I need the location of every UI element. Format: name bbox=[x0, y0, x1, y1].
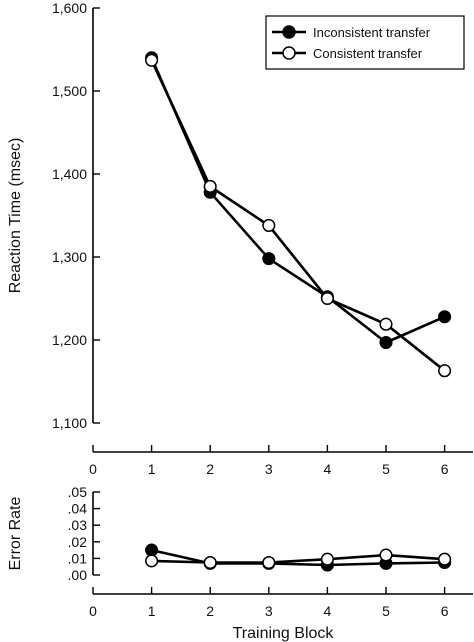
y-tick-label: .01 bbox=[68, 550, 88, 566]
x-tick-label: 3 bbox=[265, 603, 273, 619]
data-point-consistent bbox=[438, 552, 452, 566]
x-tick-label: 5 bbox=[382, 461, 390, 477]
data-point-consistent bbox=[438, 364, 452, 378]
x-tick-label: 0 bbox=[89, 461, 97, 477]
y-tick-label: 1,500 bbox=[52, 83, 87, 99]
data-point-consistent bbox=[262, 218, 276, 233]
data-point-inconsistent bbox=[379, 335, 393, 350]
y-tick-label: 1,200 bbox=[52, 332, 87, 348]
y-axis-label: Reaction Time (msec) bbox=[7, 138, 24, 294]
y-axis-label: Error Rate bbox=[7, 497, 24, 571]
data-point-consistent bbox=[203, 556, 217, 570]
x-tick-label: 4 bbox=[324, 461, 332, 477]
x-tick-label: 1 bbox=[148, 603, 156, 619]
x-tick-label: 6 bbox=[441, 461, 449, 477]
x-tick-label: 2 bbox=[206, 461, 214, 477]
x-axis-label: Training Block bbox=[233, 625, 335, 642]
legend-marker-open bbox=[282, 46, 296, 60]
y-tick-label: 1,600 bbox=[52, 0, 87, 16]
legend-marker-filled bbox=[282, 25, 296, 39]
data-point-consistent bbox=[145, 53, 159, 67]
x-tick-label: 1 bbox=[148, 461, 156, 477]
legend-label: Inconsistent transfer bbox=[313, 25, 431, 40]
x-tick-label: 3 bbox=[265, 461, 273, 477]
x-tick-label: 2 bbox=[206, 603, 214, 619]
data-point-inconsistent bbox=[262, 252, 276, 266]
reaction-time-panel: 1,100 1,200 1,300 1,400 1,500 1,600 0 1 2 3 4 5 6 Rea… bbox=[7, 0, 473, 477]
y-tick-label: 1,400 bbox=[52, 166, 87, 182]
data-point-consistent bbox=[320, 291, 334, 306]
y-tick-label: .04 bbox=[68, 501, 88, 517]
y-tick-label: .03 bbox=[68, 517, 88, 533]
legend-box bbox=[265, 15, 465, 70]
legend-label: Consistent transfer bbox=[313, 46, 423, 61]
series-line-inconsistent bbox=[150, 57, 446, 344]
y-tick-label: 1,300 bbox=[52, 249, 87, 265]
data-point-inconsistent bbox=[145, 543, 159, 557]
y-tick-label: .00 bbox=[68, 567, 88, 583]
x-tick-label: 0 bbox=[89, 603, 97, 619]
series-line-consistent bbox=[151, 553, 445, 564]
legend: Inconsistent transfer Consistent transfer bbox=[265, 15, 465, 70]
data-point-inconsistent bbox=[438, 310, 452, 324]
error-rate-panel: .00.01.02.03.04.05 0 1 2 3 4 5 6 Error Rate Train… bbox=[7, 484, 473, 642]
series-line-consistent bbox=[150, 59, 446, 372]
y-tick-label: 1,100 bbox=[52, 415, 87, 431]
data-point-consistent bbox=[379, 317, 393, 331]
data-point-consistent bbox=[320, 552, 334, 566]
x-tick-label: 6 bbox=[441, 603, 449, 619]
x-tick-label: 5 bbox=[382, 603, 390, 619]
data-point-consistent bbox=[262, 556, 276, 570]
y-tick-label: .02 bbox=[68, 534, 88, 550]
data-point-consistent bbox=[379, 548, 393, 562]
x-tick-label: 4 bbox=[324, 603, 332, 619]
y-tick-label: .05 bbox=[68, 484, 88, 500]
data-point-consistent bbox=[203, 179, 217, 193]
data-point-consistent bbox=[145, 554, 159, 568]
